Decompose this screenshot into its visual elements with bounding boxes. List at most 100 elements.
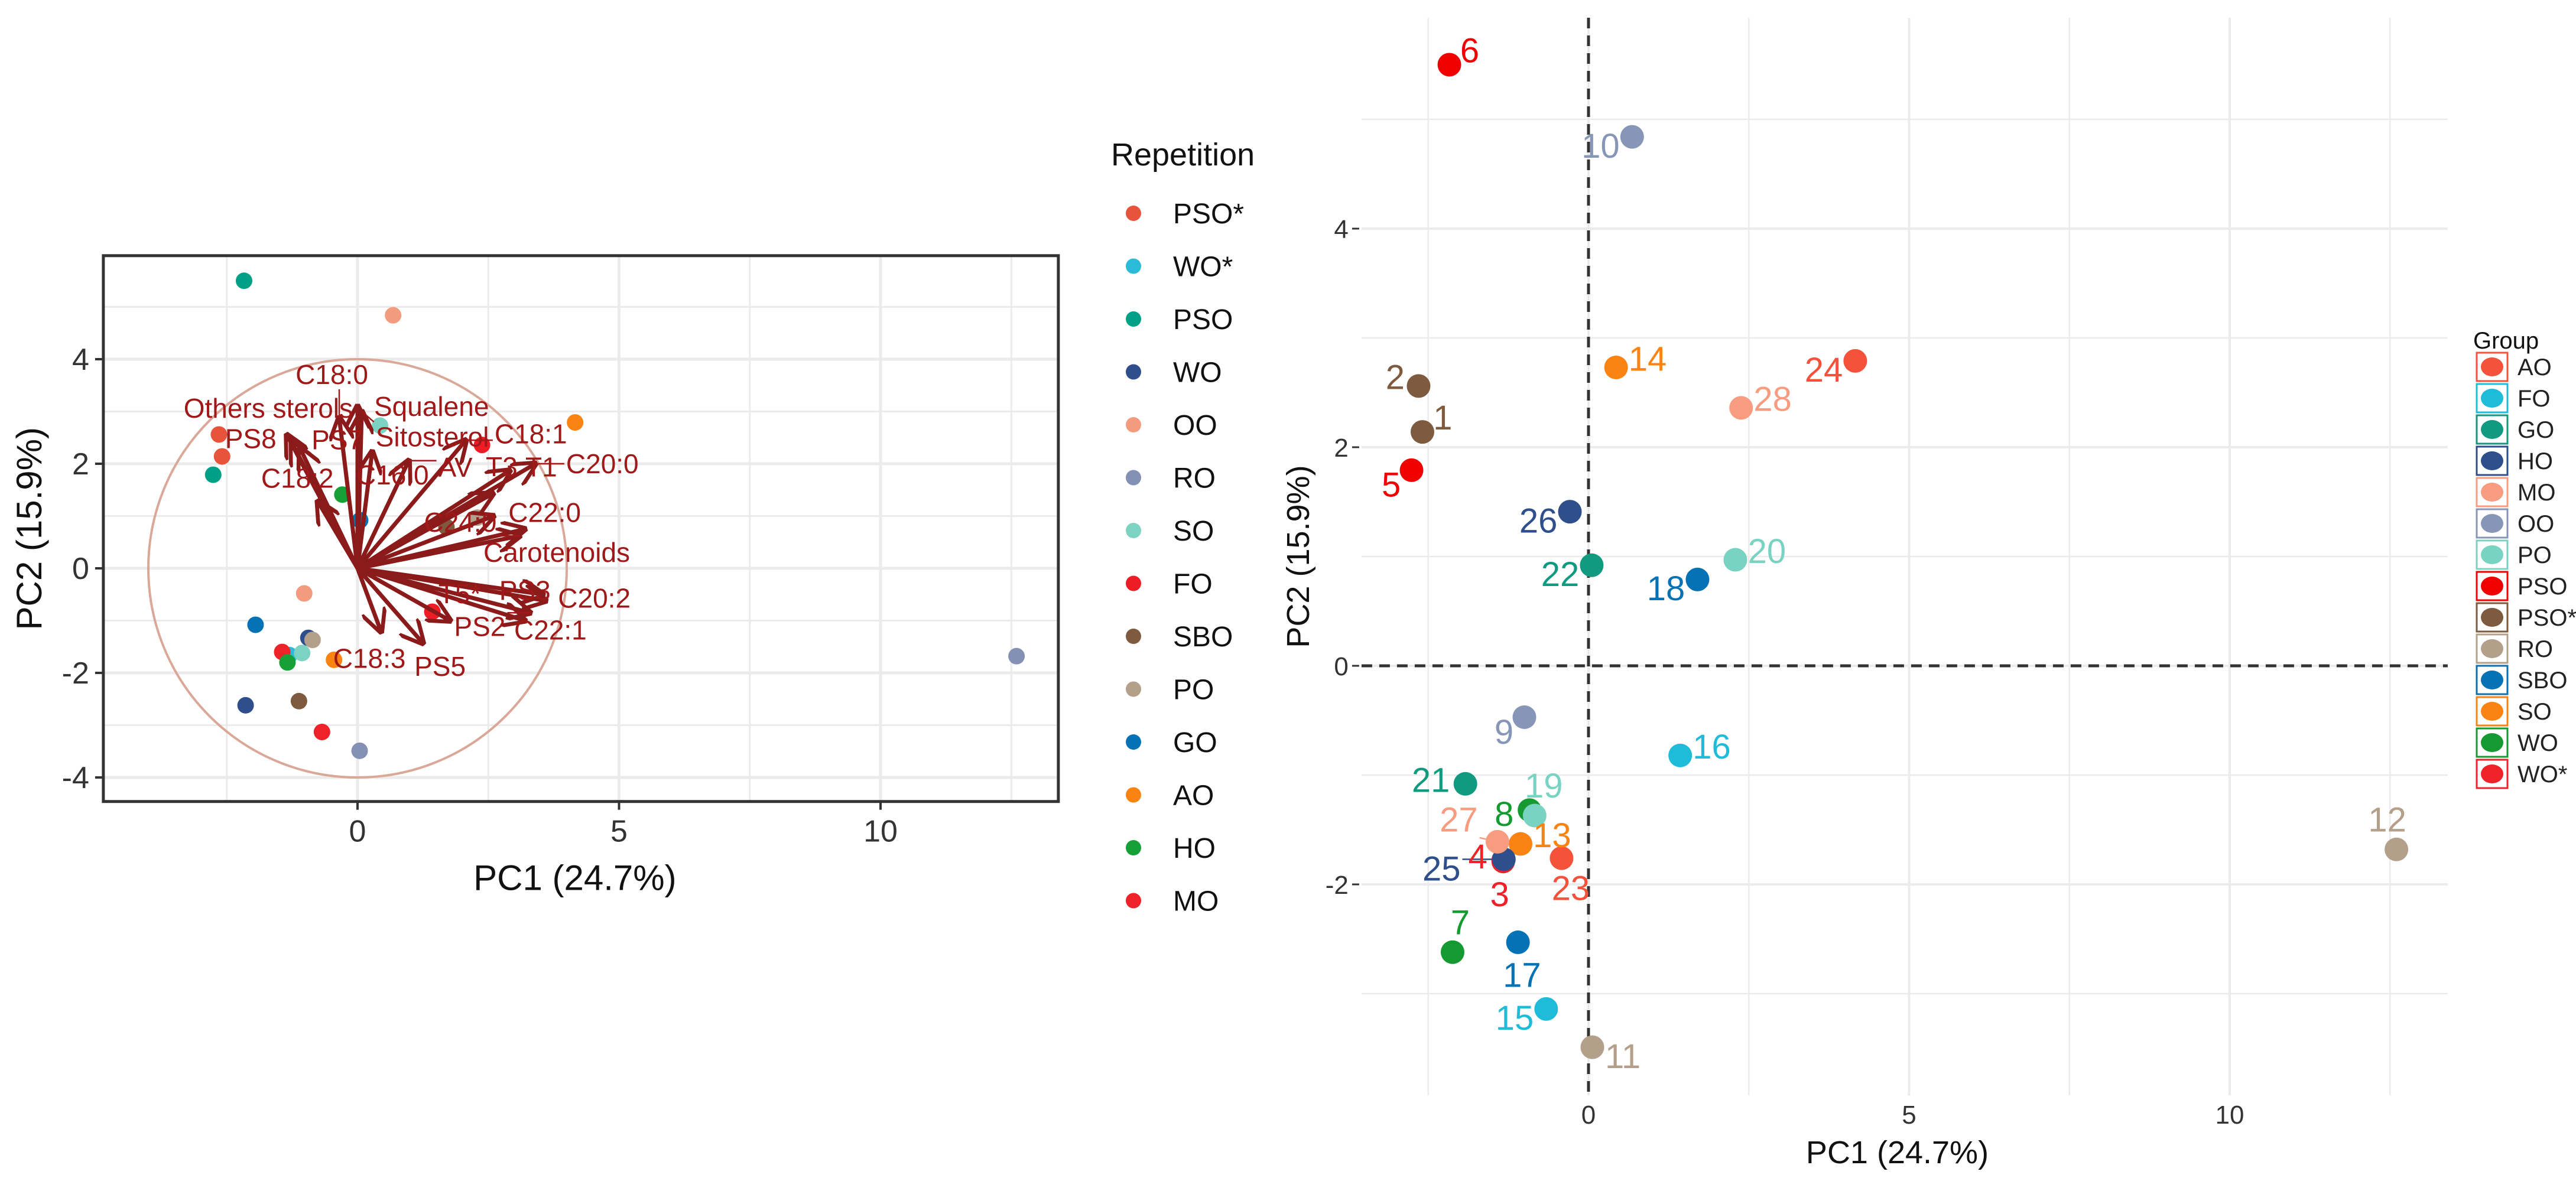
y-tick-label: 4	[72, 343, 89, 377]
data-point	[313, 724, 330, 741]
point-label: 8	[1495, 795, 1513, 834]
y-axis-title: PC2 (15.9%)	[1281, 465, 1316, 647]
point-label: 5	[1382, 466, 1401, 505]
loading-arrow	[318, 502, 360, 570]
loading-label: PS5	[414, 651, 466, 682]
data-point	[279, 654, 296, 671]
legend-swatch	[1126, 311, 1141, 327]
biplot-panel: 0 5 10 -4 -2 0 2 4 PC1 (24.7%) PC2 (15.9%) Others …	[9, 254, 1060, 898]
legend-label: WO*	[1173, 252, 1233, 283]
legend-swatch	[2481, 702, 2503, 721]
loading-label: C18:1	[495, 418, 567, 449]
loading-label: C22:1	[514, 615, 587, 646]
y-tick-label: -2	[62, 656, 89, 691]
point-label: 7	[1451, 903, 1470, 942]
legend-swatch	[1126, 734, 1141, 750]
point-label: 12	[2368, 800, 2406, 839]
data-point	[210, 426, 228, 443]
legend-label: MO	[1173, 886, 1219, 917]
loading-label: PS3	[499, 575, 551, 606]
point-label: 22	[1541, 555, 1580, 594]
legend-swatch	[2481, 420, 2503, 439]
x-axis-title: PC1 (24.7%)	[1806, 1135, 1989, 1170]
data-point	[1534, 997, 1558, 1021]
y-tick-label: 2	[1334, 434, 1348, 463]
loading-leader-lines	[338, 389, 564, 614]
y-tick-label: -4	[62, 761, 89, 795]
legend-label: SBO	[1173, 621, 1233, 653]
legend-swatch	[1126, 787, 1141, 803]
point-label: 15	[1496, 999, 1534, 1037]
point-label: 28	[1753, 380, 1792, 419]
legend-swatch	[1126, 575, 1141, 591]
point-label: 1	[1433, 399, 1452, 437]
legend-label: PO	[1173, 675, 1214, 706]
point-label: 21	[1412, 762, 1450, 800]
legend-label: OO	[1173, 410, 1217, 441]
legend-swatch	[2481, 357, 2503, 376]
point-label: 19	[1525, 767, 1563, 805]
data-point	[567, 414, 584, 431]
legend-swatch	[1126, 893, 1141, 909]
legend-swatch	[2481, 671, 2503, 689]
loading-arrow	[355, 567, 381, 632]
legend-label: PSO*	[1173, 198, 1244, 230]
panel-border	[102, 254, 1060, 803]
loading-arrow	[358, 412, 362, 569]
x-tick-label: 0	[1581, 1101, 1596, 1130]
legend-title: Group	[2473, 328, 2539, 354]
legend-label: HO	[1173, 833, 1216, 864]
loading-arrow	[356, 516, 493, 571]
x-tick-label: 0	[349, 815, 366, 849]
legend-swatch	[1126, 681, 1141, 697]
y-tick-label: 0	[72, 552, 89, 586]
data-point	[1723, 548, 1747, 572]
point-label: 14	[1629, 340, 1667, 378]
data-point	[385, 307, 402, 324]
legend-swatch	[1126, 206, 1141, 221]
x-tick-label: 5	[610, 815, 628, 849]
point-label: 2	[1386, 359, 1405, 397]
legend-label: FO	[1173, 569, 1213, 600]
legend-title: Repetition	[1111, 137, 1255, 173]
data-point	[1506, 930, 1530, 955]
legend-label: PSO*	[2517, 605, 2576, 631]
point-label: 3	[1490, 876, 1509, 914]
legend-swatch	[1126, 523, 1141, 538]
legend-swatch	[2481, 514, 2503, 533]
legend-label: MO	[2517, 480, 2555, 506]
legend-label: GO	[2517, 417, 2554, 443]
data-point	[1604, 355, 1628, 379]
loading-arrow	[355, 452, 372, 569]
loading-label: C20:0	[566, 448, 639, 479]
loading-label: Squalene	[374, 391, 489, 422]
legend-label: RO	[2517, 636, 2553, 662]
point-label: 17	[1503, 956, 1541, 995]
legend-swatch	[1126, 629, 1141, 644]
legend-label: SBO	[2517, 668, 2567, 694]
loading-arrow	[357, 536, 519, 571]
legend-label: WO*	[2517, 762, 2567, 787]
point-label: 6	[1460, 31, 1479, 70]
data-point	[247, 616, 264, 633]
label-leader-line	[1479, 837, 1498, 843]
legend-swatch	[2481, 608, 2503, 627]
data-point	[1580, 1035, 1604, 1059]
data-point	[372, 417, 389, 434]
data-point	[326, 651, 343, 668]
data-point	[204, 466, 222, 483]
loading-label: C20:2	[558, 583, 631, 614]
data-point	[1620, 125, 1644, 149]
y-tick-label: 4	[1334, 215, 1348, 244]
legend-label: OO	[2517, 511, 2554, 537]
loading-arrow	[356, 566, 450, 621]
loading-label: C24:0	[424, 507, 497, 538]
correlation-circle	[147, 358, 568, 779]
loading-label: Others sterols	[184, 393, 353, 424]
loading-arrow	[339, 418, 360, 569]
legend-swatch	[2481, 733, 2503, 752]
legend-swatch	[2481, 577, 2503, 595]
loading-arrow	[357, 566, 530, 613]
